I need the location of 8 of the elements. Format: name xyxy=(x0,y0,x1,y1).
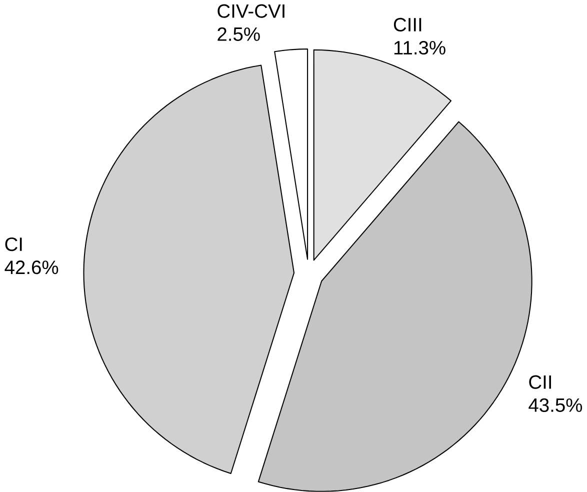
slice-label: CI xyxy=(5,237,22,252)
data-label: 43.5% xyxy=(528,398,582,412)
data-label: 42.6% xyxy=(4,260,58,274)
data-label: 2.5% xyxy=(218,27,260,41)
slice-label: CIII xyxy=(394,18,422,32)
slice-label: CIV-CVI xyxy=(218,4,284,18)
data-label: 11.3% xyxy=(394,40,446,55)
slice-label: CII xyxy=(529,375,551,389)
